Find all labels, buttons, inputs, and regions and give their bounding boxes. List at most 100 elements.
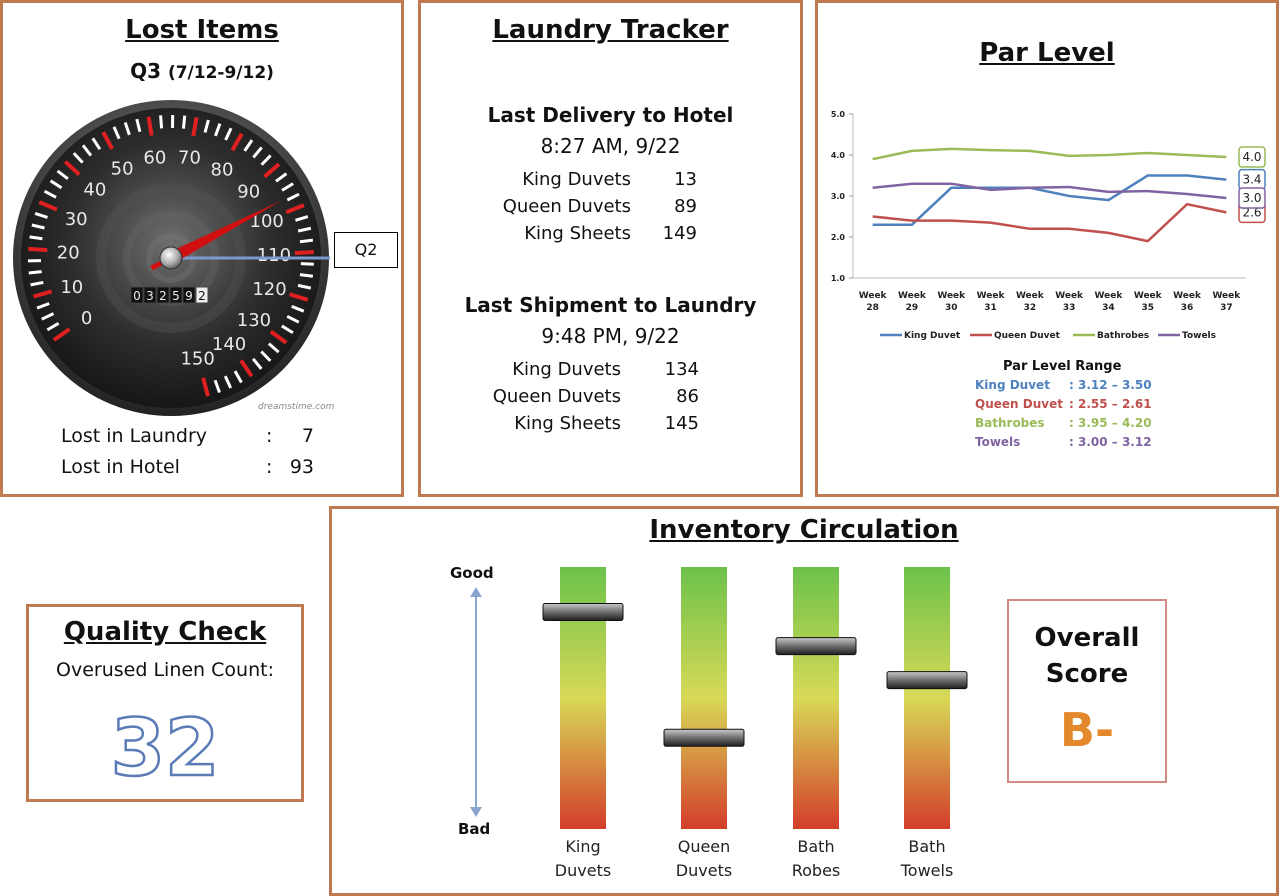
x-tick-label: Week 37 — [1212, 291, 1241, 313]
delivery-item-label: King Duvets — [522, 169, 631, 190]
gauge-major-tick — [52, 327, 71, 342]
gauge-major-tick — [269, 329, 288, 345]
par-range-name: Queen Duvet — [975, 397, 1063, 411]
par-range-row: Queen Duvet : 2.55 – 2.61 — [975, 397, 1175, 416]
series-line-queen-duvet — [872, 202, 1227, 243]
delivery-item-label: King Sheets — [524, 223, 631, 244]
x-tick-label: Week 33 — [1055, 291, 1084, 313]
gauge-minor-tick — [29, 235, 43, 241]
lost-laundry-value: 7 — [301, 425, 314, 447]
par-range-name: King Duvet — [975, 378, 1050, 392]
gauge-minor-tick — [30, 280, 44, 287]
series-end-badge — [1238, 187, 1266, 209]
overall-score-box: Overall Score B- — [1007, 599, 1167, 783]
gauge-tick-label: 70 — [178, 148, 201, 169]
y-tick-label: 4.0 — [831, 151, 846, 160]
odometer-cell — [182, 286, 196, 304]
odometer-cell — [143, 286, 157, 304]
legend-label: Queen Duvet — [994, 331, 1061, 341]
x-tick-label: Week 34 — [1095, 291, 1124, 313]
gauge-minor-tick — [214, 123, 222, 137]
overall-score-line2: Score — [1045, 659, 1129, 689]
series-end-badge — [1238, 146, 1266, 168]
par-range-value: : 3.95 – 4.20 — [1069, 416, 1152, 430]
lost-laundry-label: Lost in Laundry — [61, 425, 208, 447]
gauge-tick-label: 60 — [143, 147, 166, 168]
gauge-minor-tick — [135, 118, 142, 133]
par-level-panel: Par Level 5.0 4.0 3.0 2.0 1.0 Week 28 Week 29 Wee… — [815, 0, 1279, 497]
odometer-cell — [156, 286, 170, 304]
quality-check-panel: Quality Check Overused Linen Count: 32 — [26, 604, 304, 802]
lost-hotel-value: 93 — [289, 456, 314, 478]
shipment-heading: Last Shipment to Laundry — [464, 293, 757, 317]
shipment-item-value: 145 — [664, 413, 699, 434]
gauge-major-tick — [191, 116, 199, 137]
series-end-label: 3.0 — [1242, 191, 1261, 205]
circulation-slider — [886, 671, 968, 690]
gauge-major-tick — [101, 131, 114, 150]
x-tick-label: Week 32 — [1016, 291, 1045, 313]
gauge-minor-tick — [72, 152, 84, 164]
series-end-label: 4.0 — [1242, 150, 1261, 164]
x-tick-label: Week 35 — [1134, 291, 1163, 313]
gauge-tick-label: 80 — [211, 160, 234, 181]
delivery-item-value: 89 — [674, 196, 697, 217]
gauge-minor-tick — [286, 315, 300, 324]
shipment-item-value: 86 — [676, 386, 699, 407]
shipment-item-label: King Sheets — [514, 413, 621, 434]
odometer-digit: 2 — [198, 289, 206, 303]
par-range-value: : 2.55 – 2.61 — [1069, 397, 1152, 411]
delivery-item-value: 149 — [662, 223, 697, 244]
gauge-major-tick — [63, 160, 81, 176]
gauge-hub — [159, 246, 183, 270]
gauge-minor-tick — [252, 146, 263, 159]
series-end-label: 3.4 — [1242, 173, 1261, 187]
laundry-title: Laundry Tracker — [492, 15, 729, 45]
odometer-cell — [195, 286, 209, 304]
gauge-minor-tick — [281, 324, 294, 334]
lost-hotel-label: Lost in Hotel — [61, 456, 180, 478]
gauge-tick-label: 140 — [212, 334, 246, 355]
gauge-minor-tick — [275, 172, 288, 183]
lost-hotel-row: Lost in Hotel : 93 — [61, 456, 331, 478]
gauge-major-tick — [239, 359, 254, 378]
gauge-minor-tick — [224, 127, 233, 141]
gauge-minor-tick — [294, 215, 309, 222]
laundry-tracker-panel: Laundry Tracker Last Delivery to Hotel 8… — [418, 0, 803, 497]
gauge-tick-label: 150 — [180, 348, 214, 369]
gauge-tick-label: 100 — [250, 211, 284, 232]
delivery-heading: Last Delivery to Hotel — [487, 103, 734, 127]
quality-title: Quality Check — [63, 617, 267, 647]
gauge-minor-tick — [260, 154, 272, 166]
odometer-digit: 5 — [172, 289, 180, 303]
y-tick-label: 3.0 — [831, 192, 846, 201]
gauge-minor-tick — [260, 350, 272, 362]
par-level-chart: 5.0 4.0 3.0 2.0 1.0 Week 28 Week 29 Week 30 Week 31 W… — [831, 110, 1266, 341]
gauge-minor-tick — [36, 302, 50, 310]
par-range-row: Towels: 3.00 – 3.12 — [975, 435, 1175, 454]
series-line-towels — [872, 182, 1227, 200]
legend-label: Bathrobes — [1097, 331, 1149, 341]
legend-label: Towels — [1182, 331, 1216, 341]
circulation-slider — [663, 728, 745, 747]
gauge-minor-tick — [43, 189, 57, 199]
bar-label: King Duvets — [555, 837, 611, 880]
bar-label: Bath Robes — [792, 837, 841, 880]
shipment-item-label: Queen Duvets — [492, 386, 621, 407]
gauge-needle — [168, 200, 282, 264]
par-range-list: King Duvet: 3.12 – 3.50 Queen Duvet: 2.55… — [975, 378, 1175, 454]
gauge-minor-tick — [286, 192, 300, 202]
delivery-time: 8:27 AM, 9/22 — [540, 134, 681, 158]
gauge-major-tick — [28, 246, 48, 253]
inventory-bars: King Duvets Queen Duvets Bath Robes Bath Towels — [542, 567, 968, 880]
x-tick-label: Week 28 — [859, 291, 888, 313]
q2-callout: Q2 — [334, 232, 398, 268]
quarter-range: (7/12-9/12) — [167, 63, 274, 83]
overused-count: 32 — [109, 703, 220, 795]
q2-callout-label: Q2 — [354, 240, 378, 259]
gauge-major-tick — [32, 289, 53, 299]
bar-label: Bath Towels — [900, 837, 954, 880]
odometer-digit: 0 — [133, 289, 141, 303]
gauge-tick-label: 0 — [81, 308, 92, 329]
